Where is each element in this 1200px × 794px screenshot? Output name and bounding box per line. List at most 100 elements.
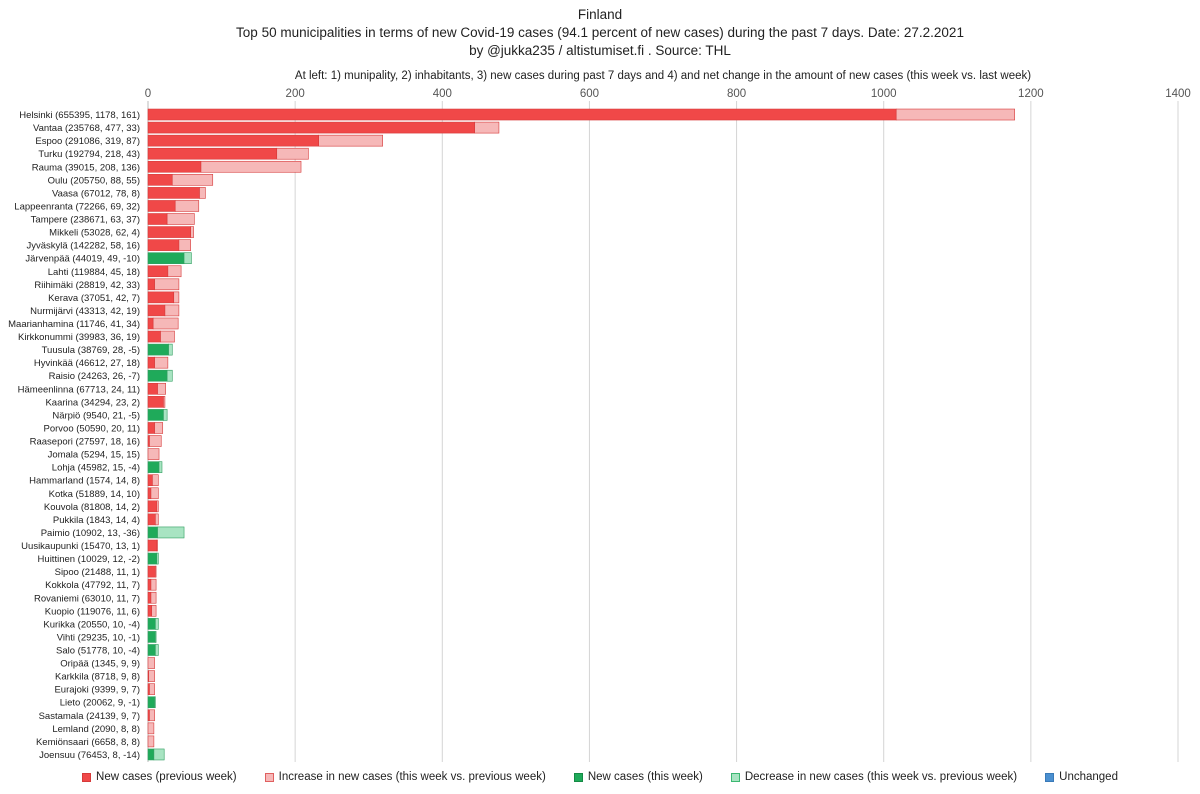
bar-previous-week [147,121,475,134]
bar-previous-week [147,147,278,160]
bar-increase [190,226,194,238]
bar-increase [152,317,179,330]
x-tick-label: 0 [145,88,151,100]
row-label: Kirkkonummi (39983, 36, 19) [18,332,140,343]
x-tick-label: 1200 [1018,88,1044,100]
bar-decrease [168,343,173,356]
bar-previous-week [147,513,156,526]
bar-increase [150,591,157,604]
row-label: Kokkola (47792, 11, 7) [45,580,140,591]
bar-this-week [147,552,158,565]
bar-previous-week [147,474,153,487]
row-label: Jyväskylä (142282, 58, 16) [26,241,140,252]
row-label: Rovaniemi (63010, 11, 7) [34,593,140,604]
bar-increase [149,683,155,695]
bar-increase [164,304,180,317]
chart-title-block: Finland Top 50 municipalities in terms o… [0,6,1200,60]
legend-label: New cases (this week) [587,771,703,783]
legend-swatch-light-red [264,772,274,782]
row-label: Paimio (10902, 13, -36) [41,528,140,539]
chart-title: Finland [577,7,623,22]
legend-label: Decrease in new cases (this week vs. pre… [744,771,1018,783]
bar-decrease [154,696,156,709]
row-label: Hammarland (1574, 14, 8) [29,476,140,487]
bar-previous-week [147,578,152,591]
x-tick-label: 1000 [871,88,897,100]
bar-increase [148,670,155,682]
bar-decrease [157,526,185,539]
bar-increase [155,513,159,526]
bar-this-week [147,369,168,382]
row-label: Närpiö (9540, 21, -5) [52,410,140,421]
x-tick-label: 400 [433,88,452,100]
bar-decrease [156,552,159,565]
bar-previous-week [147,187,200,199]
row-label: Nurmijärvi (43313, 42, 19) [30,306,140,317]
legend-label: New cases (previous week) [96,771,237,783]
bar-previous-week [147,487,152,500]
bar-increase [155,565,157,578]
bar-this-week [147,409,164,421]
bar-decrease [183,252,192,264]
legend-swatch-green [573,772,583,782]
row-label: Kemiönsaari (6658, 8, 8) [36,737,140,748]
row-label: Lohja (45982, 15, -4) [52,463,140,474]
bar-previous-week [147,213,168,225]
bar-this-week [147,696,155,709]
bar-increase [150,578,157,591]
bar-increase [151,605,157,617]
bar-previous-week [147,291,175,304]
legend-label: Unchanged [1059,771,1118,783]
chart-subtitle: Top 50 municipalities in terms of new Co… [236,25,964,40]
row-label: Lieto (20062, 9, -1) [60,698,140,709]
legend-swatch-blue [1045,772,1055,782]
row-label: Helsinki (655395, 1178, 161) [19,110,140,121]
row-label: Vaasa (67012, 78, 8) [52,188,140,199]
row-label: Lemland (2090, 8, 8) [52,724,140,735]
bar-increase [276,147,309,160]
bar-increase [199,187,206,199]
row-label: Maarianhamina (11746, 41, 34) [8,319,140,330]
row-label: Kouvola (81808, 14, 2) [44,502,140,513]
bar-decrease [158,461,163,473]
bar-previous-week [147,422,155,434]
bar-increase [154,422,164,434]
chart-credit: by @jukka235 / altistumiset.fi . Source:… [469,43,731,58]
bar-decrease [153,748,165,761]
row-label: Salo (51778, 10, -4) [56,645,140,656]
bar-previous-week [147,134,319,147]
bar-increase [156,500,159,513]
bar-previous-week [147,265,169,278]
bar-previous-week [147,200,176,212]
legend-item: Increase in new cases (this week vs. pre… [264,771,546,783]
chart-note: At left: 1) munipality, 2) inhabitants, … [294,70,1032,82]
row-label: Hyvinkää (46612, 27, 18) [34,358,140,369]
bar-previous-week [147,591,152,604]
bar-previous-week [147,278,155,291]
bar-this-week [147,618,156,630]
bar-increase [171,174,214,186]
row-label: Huittinen (10029, 12, -2) [38,554,140,565]
row-label: Oulu (205750, 88, 55) [48,175,140,186]
row-label: Vihti (29235, 10, -1) [57,632,140,643]
row-label: Rauma (39015, 208, 136) [32,162,140,173]
chart-legend: New cases (previous week) Increase in ne… [0,771,1200,783]
legend-swatch-light-green [730,772,740,782]
bar-previous-week [147,174,173,186]
bar-this-week [147,343,169,356]
bar-decrease [166,369,173,382]
bar-increase [147,735,155,748]
legend-item: New cases (previous week) [82,771,237,783]
x-tick-label: 1400 [1165,88,1191,100]
bar-this-week [147,644,156,656]
row-label: Kerava (37051, 42, 7) [48,293,140,304]
bar-this-week [147,461,160,473]
row-label: Vantaa (235768, 477, 33) [33,123,140,134]
x-tick-label: 200 [286,88,305,100]
bar-increase [895,108,1015,121]
bar-increase [157,382,166,395]
bar-previous-week [147,226,191,238]
bar-previous-week [147,304,166,317]
row-label: Porvoo (50590, 20, 11) [44,423,140,434]
